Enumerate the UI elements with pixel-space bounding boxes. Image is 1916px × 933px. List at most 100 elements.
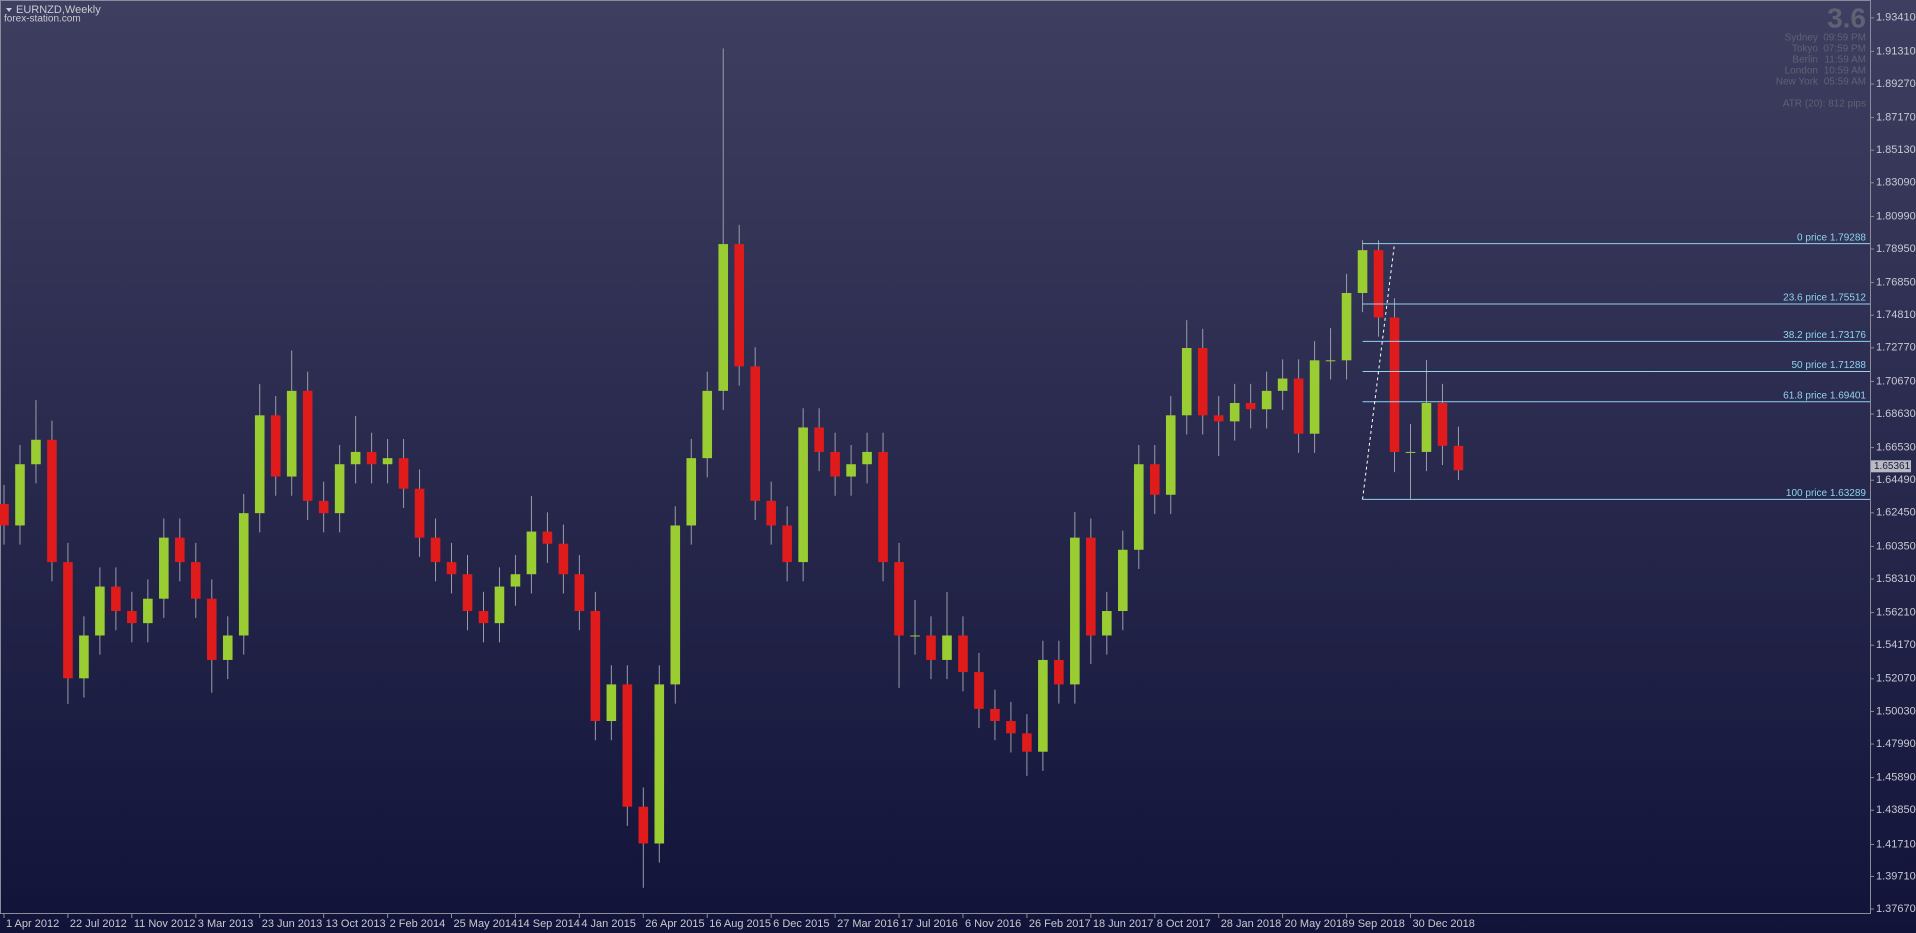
candle-body (254, 415, 265, 514)
candle-body (782, 525, 792, 563)
candle-body (1133, 464, 1144, 550)
candle-body (622, 684, 633, 807)
candle-body (574, 574, 585, 612)
candle-body (1309, 360, 1320, 434)
y-tick-label: 1.68630 (1876, 408, 1916, 420)
x-tick-label: 6 Nov 2016 (965, 918, 1021, 930)
fib-trend (1362, 243, 1396, 500)
candle-body (79, 635, 89, 679)
x-tick-label: 18 Jun 2017 (1093, 918, 1154, 930)
fib-label: 38.2 price 1.73176 (1783, 330, 1866, 341)
y-tick-label: 1.83090 (1876, 177, 1916, 189)
y-tick-label: 1.87170 (1876, 112, 1916, 124)
candle-body (894, 562, 904, 636)
candle-body (111, 586, 121, 612)
y-tick-label: 1.62450 (1876, 507, 1916, 519)
candle-body (1341, 292, 1352, 361)
candle-body (47, 439, 57, 563)
menu-arrow[interactable] (6, 8, 12, 12)
candle-body (750, 366, 760, 501)
candle-body (1165, 415, 1176, 495)
y-tick-label: 1.64490 (1876, 474, 1916, 486)
x-tick-label: 4 Jan 2015 (581, 918, 635, 930)
candle-body (302, 390, 313, 501)
candle-body (190, 562, 201, 599)
candle-body (1245, 402, 1256, 410)
candle-body (702, 390, 713, 459)
candle-body (31, 439, 41, 465)
candle-body (238, 513, 249, 636)
candle-body (1373, 250, 1384, 318)
candle-body (1421, 402, 1432, 452)
candle-body (686, 458, 697, 526)
candle-body (958, 635, 968, 673)
candle-body (590, 611, 601, 722)
x-tick-label: 25 May 2014 (454, 918, 518, 930)
symbol-title: EURNZD,Weekly (16, 4, 101, 16)
candle-body (462, 574, 473, 612)
clock-city: Tokyo (1792, 44, 1819, 55)
candle-body (654, 684, 665, 844)
clock-time: 11:59 AM (1824, 55, 1866, 66)
candle-body (1357, 250, 1368, 293)
candle-body (558, 543, 569, 575)
x-tick-label: 23 Jun 2013 (262, 918, 323, 930)
y-tick-label: 1.85130 (1876, 144, 1916, 156)
y-tick-label: 1.80990 (1876, 210, 1916, 222)
y-tick-label: 1.39710 (1876, 870, 1916, 882)
x-tick-label: 26 Feb 2017 (1029, 918, 1091, 930)
candle-body (95, 586, 105, 636)
candle-body (494, 586, 505, 624)
candle-body (334, 464, 345, 514)
y-tick-label: 1.52070 (1876, 673, 1916, 685)
x-tick-label: 17 Jul 2016 (901, 918, 958, 930)
candle-body (1086, 537, 1096, 636)
candle-body (63, 562, 73, 679)
x-tick-label: 6 Dec 2015 (773, 918, 829, 930)
candle-body (318, 500, 329, 514)
candle-body (766, 500, 776, 526)
candle-body (1102, 611, 1112, 636)
y-tick-label: 1.72770 (1876, 342, 1916, 354)
candle-body (846, 464, 856, 477)
y-tick-label: 1.60350 (1876, 540, 1916, 552)
candle-body (1070, 537, 1080, 685)
x-tick-label: 14 Sep 2014 (517, 918, 579, 930)
candle-body (974, 672, 984, 709)
candle-body (1229, 402, 1240, 422)
candle-body (1038, 659, 1048, 752)
y-tick-label: 1.43850 (1876, 804, 1916, 816)
candle-body (718, 244, 729, 391)
y-tick-label: 1.56210 (1876, 607, 1916, 619)
plot-frame (0, 0, 1871, 914)
x-tick-label: 9 Sep 2018 (1349, 918, 1405, 930)
candle-body (1197, 347, 1208, 416)
candle-body (127, 611, 137, 624)
y-tick-label: 1.50030 (1876, 705, 1916, 717)
x-tick-label: 20 May 2018 (1285, 918, 1349, 930)
candle-body (0, 504, 9, 526)
candle-body (1022, 733, 1032, 752)
candle-body (1293, 378, 1304, 434)
candle-body (1389, 317, 1400, 452)
candle-body (638, 806, 649, 844)
candle-body (798, 427, 808, 563)
clock-time: 09:59 PM (1823, 33, 1866, 44)
y-tick-label: 1.47990 (1876, 738, 1916, 750)
y-tick-label: 1.91310 (1876, 45, 1916, 57)
y-tick-label: 1.76850 (1876, 277, 1916, 289)
candle-body (510, 574, 521, 587)
candle-body (990, 708, 1000, 722)
candle-body (414, 488, 425, 538)
y-tick-label: 1.66530 (1876, 442, 1916, 454)
candle-body (1437, 402, 1448, 446)
candle-body (1277, 378, 1288, 391)
candle-body (143, 598, 153, 624)
y-tick-label: 1.41710 (1876, 838, 1916, 850)
candle-body (606, 684, 617, 722)
y-tick-label: 1.93410 (1876, 12, 1916, 24)
candle-body (1054, 659, 1064, 685)
candle-body (430, 537, 441, 563)
candle-body (270, 415, 281, 477)
